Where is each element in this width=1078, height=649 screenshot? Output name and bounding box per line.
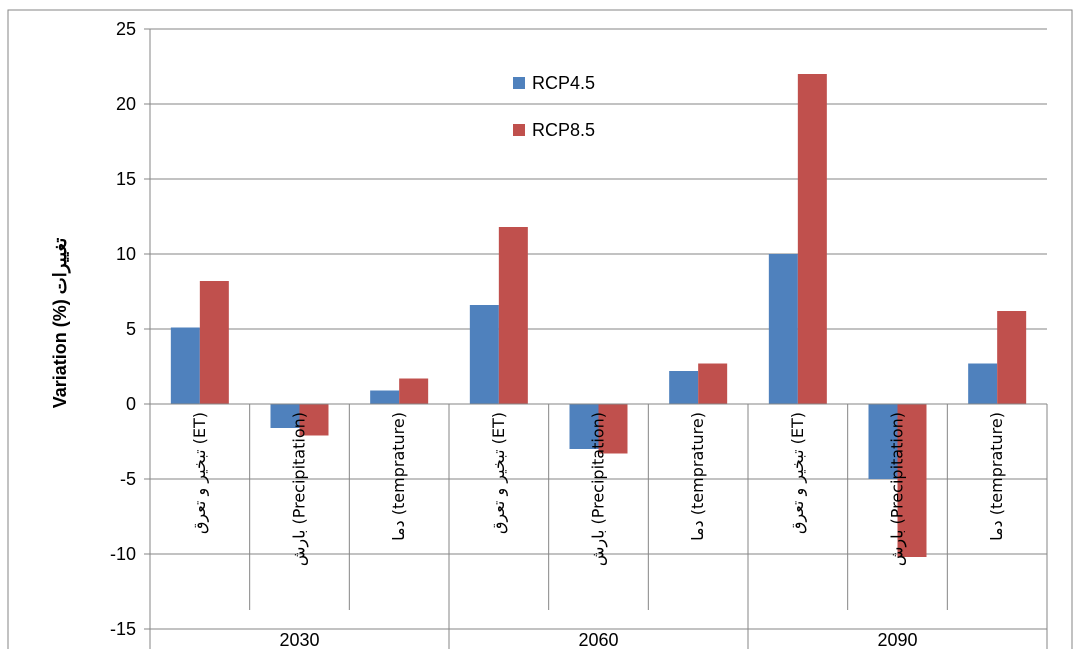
bar-rcp85-7 xyxy=(897,404,927,557)
category-label: دما (temprature) xyxy=(688,412,707,541)
group-label-2030: 2030 xyxy=(279,630,319,649)
category-label: تبخیر و تعرق (ET) xyxy=(788,412,808,534)
bar-rcp45-4 xyxy=(569,404,599,449)
y-tick-label: 15 xyxy=(116,169,136,189)
y-axis-title: Variation (%) تغییرات xyxy=(50,238,71,408)
y-tick-label: 10 xyxy=(116,244,136,264)
group-label-2060: 2060 xyxy=(578,630,618,649)
y-tick-label: 20 xyxy=(116,94,136,114)
category-label: دما (temprature) xyxy=(987,412,1006,541)
y-tick-label: -15 xyxy=(110,619,136,639)
y-tick-labels: -15 -10 -5 0 5 10 15 20 25 xyxy=(110,19,136,639)
category-label: تبخیر و تعرق (ET) xyxy=(489,412,509,534)
bar-rcp85-2 xyxy=(399,378,429,404)
group-labels: 2030 2060 2090 xyxy=(279,630,917,649)
category-label: بارش (Precipitation) xyxy=(888,412,908,566)
bar-rcp45-8 xyxy=(968,363,998,404)
y-tick-label: 5 xyxy=(126,319,136,339)
bars xyxy=(170,74,1027,557)
bar-rcp45-0 xyxy=(170,327,200,404)
bar-rcp85-0 xyxy=(199,281,229,404)
bar-rcp85-8 xyxy=(997,311,1027,404)
legend-swatch-0 xyxy=(513,77,525,89)
category-labels: تبخیر و تعرق (ET) بارش (Precipitation) دما… xyxy=(190,412,1006,566)
category-label: تبخیر و تعرق (ET) xyxy=(190,412,210,534)
bar-rcp45-1 xyxy=(270,404,300,428)
gridlines xyxy=(150,28,1047,630)
legend: RCP4.5 RCP8.5 xyxy=(513,73,595,140)
legend-label-0: RCP4.5 xyxy=(532,73,595,93)
category-label: دما (temprature) xyxy=(389,412,408,541)
group-label-2090: 2090 xyxy=(877,630,917,649)
bar-rcp85-1 xyxy=(299,404,329,436)
bar-rcp85-4 xyxy=(598,404,628,454)
bar-rcp45-7 xyxy=(868,404,898,479)
bar-rcp85-6 xyxy=(797,74,827,404)
category-label: بارش (Precipitation) xyxy=(290,412,310,566)
legend-swatch-1 xyxy=(513,124,525,136)
category-label: بارش (Precipitation) xyxy=(589,412,609,566)
bar-rcp45-5 xyxy=(669,371,699,404)
bar-rcp85-3 xyxy=(498,227,528,404)
y-tick-label: 0 xyxy=(126,394,136,414)
y-tick-label: -5 xyxy=(120,469,136,489)
legend-label-1: RCP8.5 xyxy=(532,120,595,140)
bar-rcp85-5 xyxy=(698,363,728,404)
y-tick-label: -10 xyxy=(110,544,136,564)
axes xyxy=(144,28,1048,649)
y-tick-label: 25 xyxy=(116,19,136,39)
bar-rcp45-2 xyxy=(370,390,400,404)
bar-rcp45-6 xyxy=(768,254,798,404)
bar-rcp45-3 xyxy=(469,305,499,404)
